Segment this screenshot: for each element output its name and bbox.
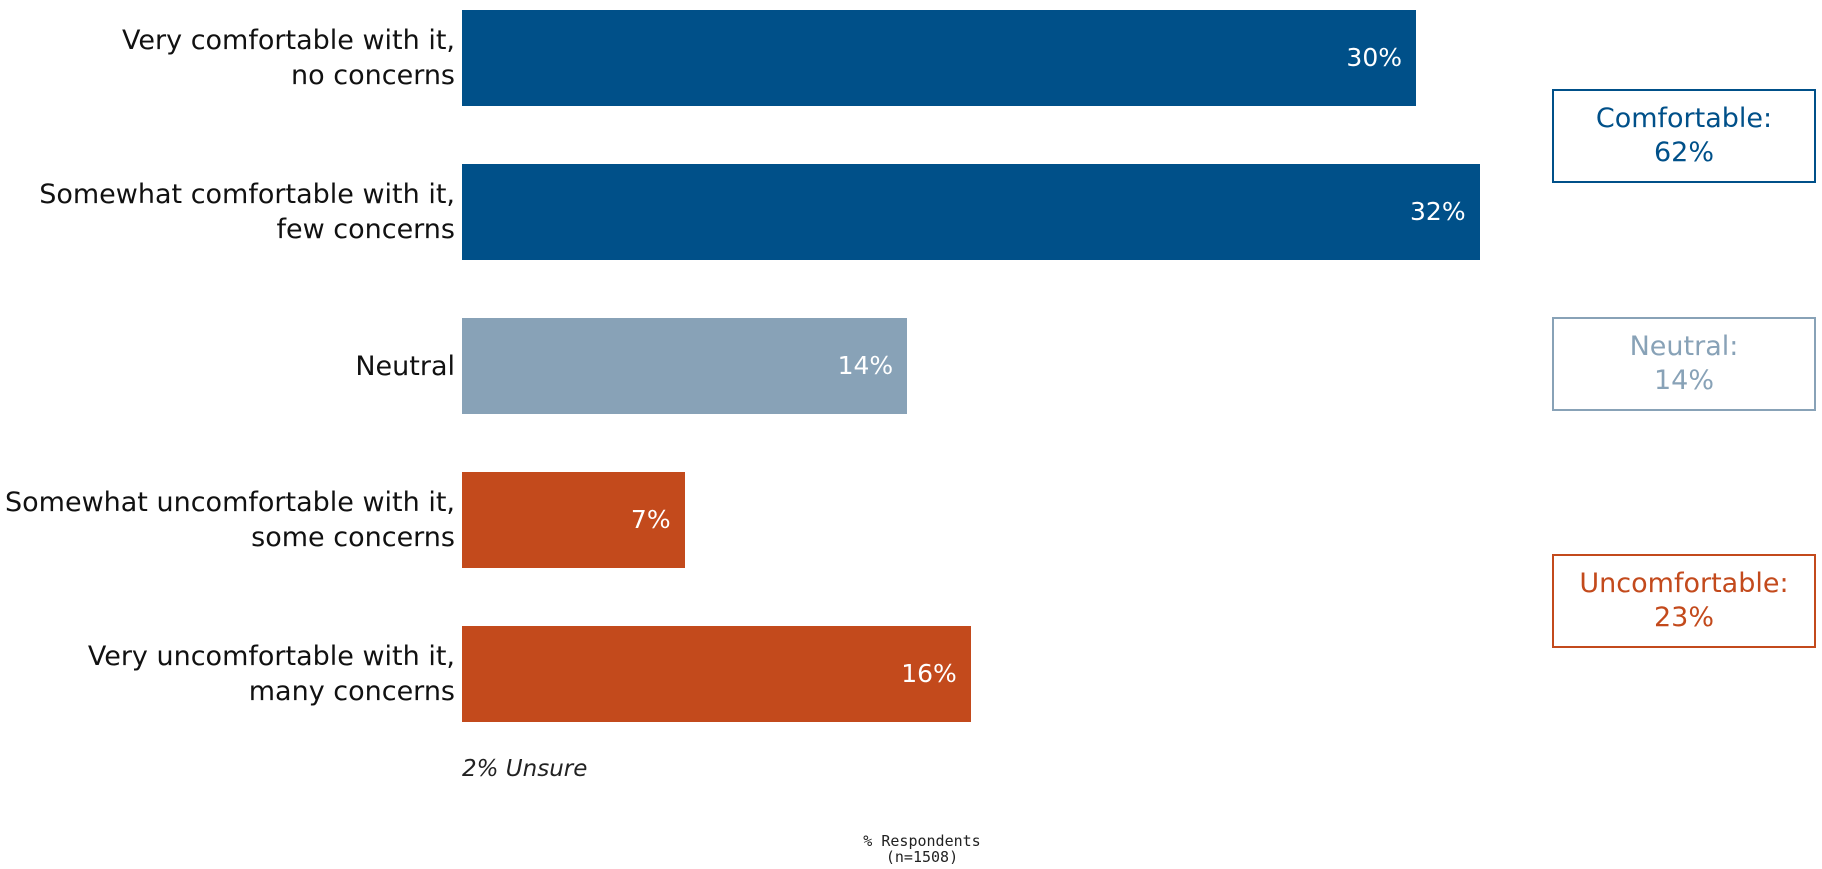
unsure-note: 2% Unsure: [462, 756, 588, 782]
bar-value-label: 30%: [1346, 43, 1402, 72]
category-label: Very comfortable with it, no concerns: [122, 25, 455, 91]
summary-box-comfortable: Comfortable: 62%: [1552, 89, 1816, 183]
bar: [462, 164, 1480, 260]
x-axis-title: % Respondents: [863, 832, 981, 850]
summary-box-uncomfortable: Uncomfortable: 23%: [1552, 554, 1816, 648]
category-label: Somewhat uncomfortable with it, some con…: [5, 487, 455, 553]
sample-size-note: (n=1508): [885, 848, 959, 866]
bar-value-label: 16%: [901, 659, 957, 688]
bar-value-label: 7%: [630, 505, 671, 534]
summary-label: Uncomfortable:: [1579, 568, 1789, 599]
bar: [462, 626, 971, 722]
bar-value-label: 14%: [837, 351, 894, 380]
bar: [462, 472, 685, 568]
summary-label: Neutral:: [1629, 331, 1739, 362]
summary-label: Comfortable:: [1595, 103, 1773, 134]
summary-box-neutral: Neutral: 14%: [1552, 317, 1816, 411]
bar: [462, 318, 908, 414]
summary-value: 62%: [1653, 137, 1714, 168]
category-label: Neutral: [355, 350, 455, 382]
summary-value: 23%: [1653, 602, 1714, 633]
category-label: Very uncomfortable with it, many concern…: [87, 641, 455, 707]
category-label: Somewhat comfortable with it, few concer…: [39, 179, 455, 245]
bar-value-label: 32%: [1410, 197, 1466, 226]
summary-value: 14%: [1653, 365, 1714, 396]
bar: [462, 10, 1416, 106]
